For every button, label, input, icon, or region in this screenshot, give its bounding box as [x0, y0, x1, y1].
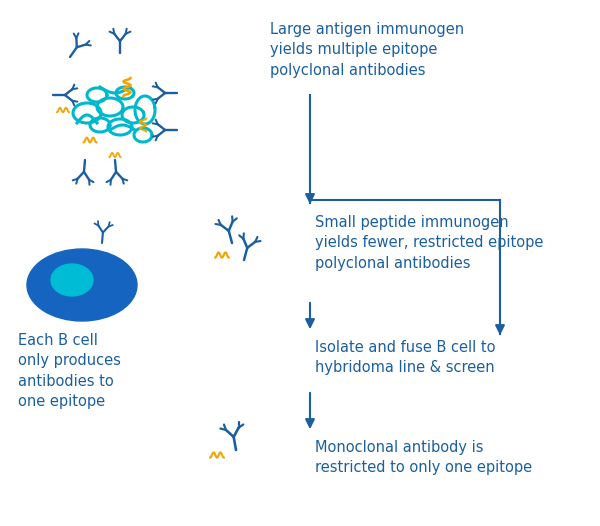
Ellipse shape [51, 264, 93, 296]
Text: Isolate and fuse B cell to
hybridoma line & screen: Isolate and fuse B cell to hybridoma lin… [315, 340, 496, 376]
Text: Each B cell
only produces
antibodies to
one epitope: Each B cell only produces antibodies to … [18, 333, 121, 409]
Text: Monoclonal antibody is
restricted to only one epitope: Monoclonal antibody is restricted to onl… [315, 440, 532, 476]
Text: Large antigen immunogen
yields multiple epitope
polyclonal antibodies: Large antigen immunogen yields multiple … [270, 22, 464, 78]
Ellipse shape [27, 249, 137, 321]
Text: Small peptide immunogen
yields fewer, restricted epitope
polyclonal antibodies: Small peptide immunogen yields fewer, re… [315, 215, 544, 271]
